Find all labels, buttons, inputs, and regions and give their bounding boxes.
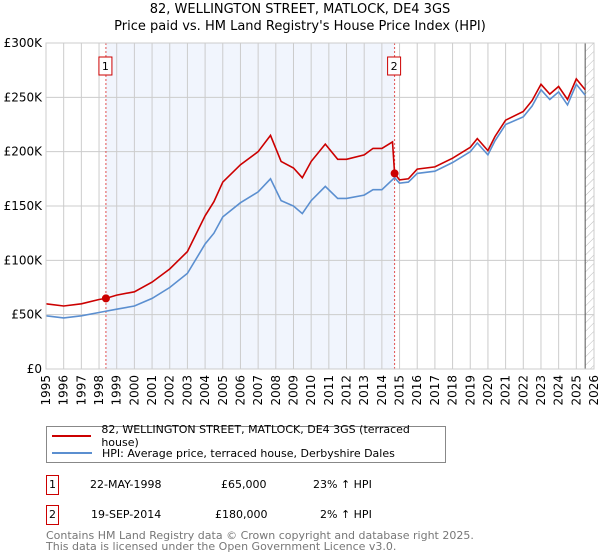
hpi-line: [45, 82, 586, 319]
legend-swatch-blue: [52, 452, 92, 454]
x-tick-label: 2005: [216, 375, 230, 406]
sale-hpi-delta: 2% ↑ HPI: [320, 508, 372, 521]
x-tick-label: 2018: [446, 375, 460, 406]
sale-date: 19-SEP-2014: [91, 508, 162, 521]
sale-hpi-delta: 23% ↑ HPI: [313, 478, 372, 491]
sale-price: £180,000: [215, 508, 268, 521]
sale-badge-box: [387, 56, 402, 76]
x-tick-label: 2016: [410, 375, 424, 406]
y-tick-label: £150K: [4, 199, 44, 213]
sale-badge: 1: [46, 475, 59, 495]
sale-badge-label: 2: [391, 60, 398, 73]
x-tick-label: 2019: [463, 375, 477, 406]
sale-point: [101, 294, 110, 303]
legend: 82, WELLINGTON STREET, MATLOCK, DE4 3GS …: [46, 423, 446, 463]
x-tick-label: 2010: [304, 375, 318, 406]
sale-row: 1 22-MAY-1998 £65,000 23% ↑ HPI: [46, 475, 446, 495]
x-tick-label: 2026: [587, 375, 600, 406]
sale-badge-label: 1: [102, 60, 109, 73]
x-tick-label: 2023: [534, 375, 548, 406]
x-tick-label: 1996: [57, 375, 71, 406]
x-tick-label: 1999: [110, 375, 124, 406]
plot-frame: [45, 42, 595, 370]
x-tick-label: 2025: [569, 375, 583, 406]
x-tick-label: 1998: [92, 375, 106, 406]
footer: Contains HM Land Registry data © Crown c…: [46, 530, 474, 552]
y-tick-label: £200K: [4, 145, 44, 159]
x-tick-label: 2012: [340, 375, 354, 406]
chart-title: 82, WELLINGTON STREET, MATLOCK, DE4 3GS: [149, 2, 451, 17]
legend-item-price-paid: 82, WELLINGTON STREET, MATLOCK, DE4 3GS …: [52, 423, 445, 449]
x-tick-label: 2000: [127, 375, 141, 406]
y-tick-label: £100K: [4, 253, 44, 267]
legend-item-hpi: HPI: Average price, terraced house, Derb…: [52, 445, 395, 461]
legend-label: HPI: Average price, terraced house, Derb…: [102, 446, 395, 460]
x-tick-label: 2014: [375, 375, 389, 406]
x-tick-label: 2003: [180, 375, 194, 406]
y-tick-label: £0: [27, 362, 42, 376]
x-tick-label: 2011: [322, 375, 336, 406]
x-tick-label: 2013: [357, 375, 371, 406]
footer-licence: This data is licensed under the Open Gov…: [46, 540, 397, 553]
x-tick-label: 2002: [163, 375, 177, 406]
x-tick-label: 2021: [499, 375, 513, 406]
x-tick-label: 1997: [74, 375, 88, 406]
y-tick-label: £300K: [4, 36, 44, 50]
sale-row: 2 19-SEP-2014 £180,000 2% ↑ HPI: [46, 505, 446, 525]
sale-date: 22-MAY-1998: [90, 478, 162, 491]
x-tick-label: 2022: [516, 375, 530, 406]
sale-badge: 2: [46, 505, 59, 525]
x-tick-label: 2007: [251, 375, 265, 406]
x-tick-label: 2001: [145, 375, 159, 406]
y-tick-label: £50K: [11, 308, 43, 322]
x-tick-label: 2015: [393, 375, 407, 406]
sale-badge-box: [98, 56, 113, 76]
x-tick-label: 2009: [286, 375, 300, 406]
x-tick-label: 2008: [269, 375, 283, 406]
x-tick-label: 2017: [428, 375, 442, 406]
footer-copyright: Contains HM Land Registry data © Crown c…: [46, 529, 474, 542]
legend-label: 82, WELLINGTON STREET, MATLOCK, DE4 3GS …: [101, 423, 410, 449]
sale-price: £65,000: [221, 478, 267, 491]
sale-point: [390, 169, 399, 178]
x-tick-label: 2020: [481, 375, 495, 406]
x-tick-label: 2006: [233, 375, 247, 406]
x-tick-label: 2004: [198, 375, 212, 406]
price-chart: 1995 1996 1997 1998 1999 2000 2001 2002 2003 2004…: [4, 36, 600, 406]
x-tick-label: 1995: [39, 375, 53, 406]
chart-subtitle: Price paid vs. HM Land Registry's House …: [114, 19, 486, 34]
price-paid-line: [45, 77, 586, 307]
x-tick-label: 2024: [552, 375, 566, 406]
legend-swatch-red: [52, 435, 92, 437]
y-tick-label: £250K: [4, 90, 44, 104]
